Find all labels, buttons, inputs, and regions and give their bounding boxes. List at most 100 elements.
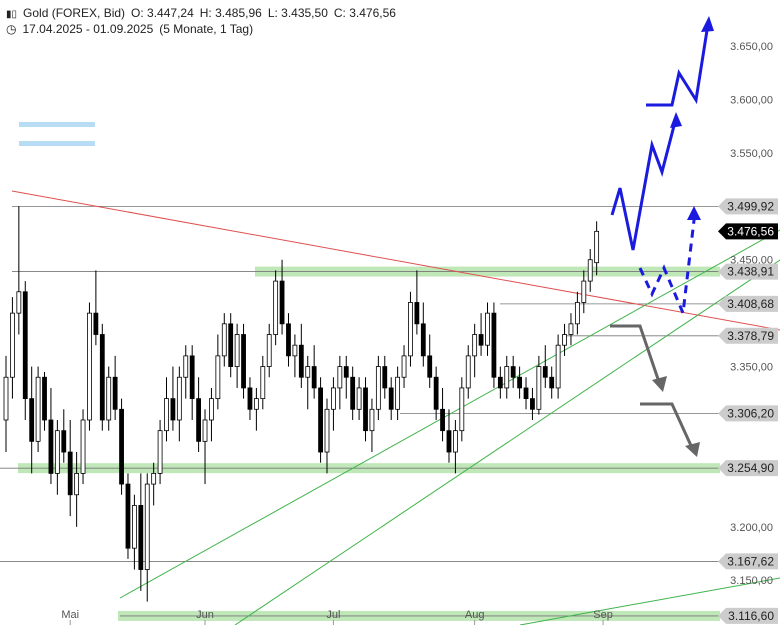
candle-body xyxy=(215,355,221,400)
candle-body xyxy=(491,312,497,378)
candle-body xyxy=(420,323,426,357)
y-tick-label: 3.600,00 xyxy=(730,94,773,106)
candle xyxy=(452,419,458,474)
candle xyxy=(523,377,529,410)
clock-icon: ◷ xyxy=(6,22,17,36)
candle xyxy=(234,323,240,388)
candle-body xyxy=(414,302,420,325)
candle xyxy=(228,313,234,378)
uptrend-line-2 xyxy=(234,259,780,625)
x-tick-label: Sep xyxy=(593,609,613,621)
candle-body xyxy=(61,430,67,453)
candle-body xyxy=(16,291,22,314)
x-tick-label: Jul xyxy=(326,609,340,621)
candle xyxy=(356,377,362,420)
candle-body xyxy=(170,398,176,421)
candle-body xyxy=(459,387,465,432)
candle-body xyxy=(87,312,92,421)
candle-body xyxy=(497,376,503,389)
candle xyxy=(555,334,561,399)
candle-body xyxy=(22,291,28,400)
candle xyxy=(594,221,600,276)
close-value: C: 3.476,56 xyxy=(333,6,396,20)
candle-body xyxy=(427,355,433,378)
candle xyxy=(388,377,394,420)
candle xyxy=(491,302,497,388)
candle xyxy=(176,366,182,442)
candle xyxy=(433,366,439,420)
candle xyxy=(292,334,298,378)
candle xyxy=(48,387,54,485)
candle-body xyxy=(465,355,471,389)
level-tag: 3.254,90 xyxy=(718,460,778,477)
candle-body xyxy=(517,376,522,389)
x-tick-label: Aug xyxy=(465,609,485,621)
candle-body xyxy=(523,387,529,400)
candle-body xyxy=(440,408,445,432)
bull-scenario-path xyxy=(610,117,678,251)
candle xyxy=(61,409,67,463)
candle-body xyxy=(581,280,587,303)
y-tick-label: 3.550,00 xyxy=(730,148,773,160)
candle-body xyxy=(478,334,484,346)
candle xyxy=(273,270,279,346)
level-tags: 3.499,92 3.438,91 3.408,68 3.378,79 3.306,20… xyxy=(718,198,778,624)
candle xyxy=(472,323,478,378)
y-tick-label: 3.650,00 xyxy=(730,41,773,53)
candle xyxy=(510,355,516,388)
candle xyxy=(157,419,163,485)
candle-body xyxy=(587,259,593,282)
candle xyxy=(497,366,503,399)
bull-scenario-arrowhead-3 xyxy=(687,206,701,220)
candle xyxy=(286,313,291,367)
candle xyxy=(536,355,542,415)
candle xyxy=(125,473,131,559)
candle xyxy=(574,291,580,335)
candle-body xyxy=(485,312,490,346)
level-tag-label: 3.499,92 xyxy=(727,199,774,213)
candle-body xyxy=(305,366,311,378)
candle-body xyxy=(260,366,266,400)
candle-body xyxy=(324,408,330,453)
header-line-2: ◷ 17.04.2025 - 01.09.2025 (5 Monate, 1 Tag… xyxy=(6,22,259,36)
candle-body xyxy=(395,376,401,410)
candle xyxy=(369,398,375,453)
candle xyxy=(530,387,535,420)
high-value: H: 3.485,96 xyxy=(199,6,262,20)
candle xyxy=(587,249,593,292)
level-tag: 3.408,68 xyxy=(718,295,778,312)
bear-scenario-path-2 xyxy=(640,402,695,451)
candle-body xyxy=(241,334,246,389)
candle xyxy=(99,323,105,431)
current-price-tag: 3.476,56 xyxy=(718,223,778,240)
candle-body xyxy=(189,355,195,400)
candle xyxy=(151,462,157,506)
candle-body xyxy=(536,366,542,410)
candle-body xyxy=(253,398,259,410)
candle-body xyxy=(29,398,35,442)
candle-body xyxy=(562,334,567,346)
candle xyxy=(253,387,259,431)
candle-body xyxy=(318,387,323,453)
candle-body xyxy=(106,376,112,421)
downtrend-line xyxy=(11,190,780,331)
candle xyxy=(112,355,118,420)
candle-body xyxy=(298,344,304,378)
candle xyxy=(131,494,137,570)
level-tag-shape xyxy=(718,295,778,312)
bull-scenario-path-2 xyxy=(646,23,710,107)
open-value: O: 3.447,24 xyxy=(131,6,194,20)
x-tick-label: Jun xyxy=(196,609,214,621)
candle xyxy=(144,473,150,602)
level-tag-label: 3.438,91 xyxy=(727,265,774,279)
level-tag-label: 3.167,62 xyxy=(727,554,774,568)
candle xyxy=(318,377,323,463)
level-tag-shape xyxy=(718,607,778,624)
candle xyxy=(562,323,567,356)
candle-body xyxy=(452,430,458,453)
candle xyxy=(343,355,349,399)
candle xyxy=(170,366,176,431)
candle-body xyxy=(375,366,381,410)
y-tick-label: 3.350,00 xyxy=(730,362,773,374)
